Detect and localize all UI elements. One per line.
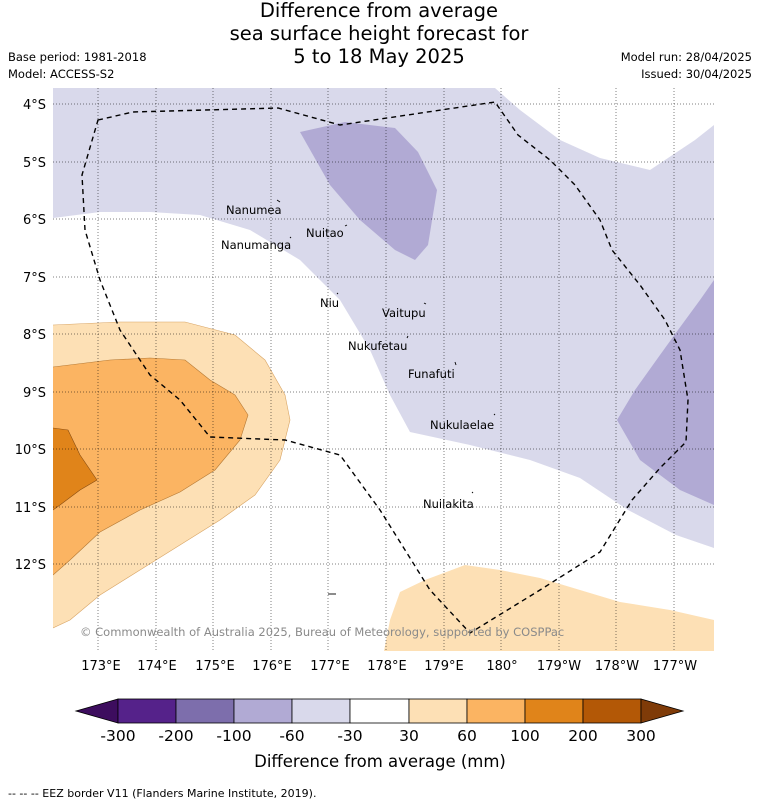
cb-tick-5: 30	[399, 727, 419, 745]
negative-anomaly-blob-north	[300, 122, 437, 260]
colorbar-extend-low	[74, 698, 119, 724]
positive-anomaly-strong-west	[53, 428, 97, 510]
cb-tick-7: 100	[510, 727, 540, 745]
colorbar-bin-4	[291, 698, 351, 724]
lat-label-11s: 11°S	[15, 501, 46, 516]
island-markers	[276, 199, 496, 595]
positive-anomaly-light-south	[384, 565, 714, 651]
lon-label-173e: 173°E	[81, 659, 121, 674]
anomaly-shading	[53, 88, 714, 651]
lon-label-178w: 178°W	[595, 659, 639, 674]
model-name: Model: ACCESS-S2	[8, 67, 115, 81]
cb-tick-6: 60	[457, 727, 477, 745]
lon-label-178e: 178°E	[367, 659, 407, 674]
cb-tick-4: -30	[337, 727, 362, 745]
copyright-notice: © Commonwealth of Australia 2025, Bureau…	[80, 625, 564, 639]
graticule	[53, 88, 714, 651]
title-line-3: 5 to 18 May 2025	[293, 45, 465, 68]
cb-tick-1: -200	[158, 727, 193, 745]
negative-anomaly-light-region	[53, 88, 714, 548]
lon-label-175e: 175°E	[195, 659, 235, 674]
cb-tick-8: 200	[568, 727, 598, 745]
colorbar-bin-6	[408, 698, 468, 724]
colorbar-bin-2	[175, 698, 235, 724]
colorbar-ticks: -300 -200 -100 -60 -30 30 60 100 200 300	[100, 727, 655, 745]
place-nanumanga: Nanumanga	[221, 238, 291, 252]
cb-tick-3: -60	[279, 727, 304, 745]
title-line-2: sea surface height forecast for	[229, 22, 529, 45]
base-period: Base period: 1981-2018	[8, 50, 147, 64]
lat-label-4s: 4°S	[23, 98, 46, 113]
colorbar	[74, 698, 685, 724]
colorbar-bin-8	[524, 698, 584, 724]
lat-label-9s: 9°S	[23, 386, 46, 401]
lat-label-8s: 8°S	[23, 328, 46, 343]
colorbar-bin-5	[349, 698, 410, 724]
lon-label-174e: 174°E	[137, 659, 177, 674]
title-line-1: Difference from average	[259, 0, 499, 22]
cb-tick-0: -300	[100, 727, 135, 745]
lon-label-179w: 179°W	[537, 659, 581, 674]
positive-anomaly-mid-west	[53, 358, 248, 575]
neutral-region-northeast	[495, 88, 714, 170]
place-vaitupu: Vaitupu	[382, 306, 426, 320]
lon-label-180: 180°	[486, 659, 517, 674]
place-names: Nanumea Nuitao Nanumanga Niu Vaitupu Nuk…	[221, 203, 494, 511]
lat-label-10s: 10°S	[15, 443, 46, 458]
lat-label-5s: 5°S	[23, 156, 46, 171]
colorbar-extend-high	[640, 698, 685, 724]
place-nukufetau: Nukufetau	[348, 339, 407, 353]
colorbar-bin-3	[233, 698, 293, 724]
eez-border	[81, 101, 689, 634]
place-nuitao: Nuitao	[306, 226, 344, 240]
colorbar-bin-1	[117, 698, 177, 724]
place-nanumea: Nanumea	[226, 203, 282, 217]
lon-label-177e: 177°E	[310, 659, 350, 674]
colorbar-label: Difference from average (mm)	[254, 752, 506, 771]
eez-footer-note: -- -- -- EEZ border V11 (Flanders Marine…	[8, 787, 316, 800]
longitude-labels: 173°E 174°E 175°E 176°E 177°E 178°E 179°…	[81, 659, 697, 674]
lat-label-7s: 7°S	[23, 271, 46, 286]
cb-tick-2: -100	[216, 727, 251, 745]
issued-date: Issued: 30/04/2025	[641, 67, 752, 81]
lon-label-176e: 176°E	[252, 659, 292, 674]
lon-label-179e: 179°E	[424, 659, 464, 674]
model-run: Model run: 28/04/2025	[620, 50, 752, 64]
lat-label-6s: 6°S	[23, 213, 46, 228]
cb-tick-9: 300	[626, 727, 656, 745]
place-niu: Niu	[320, 296, 339, 310]
place-nukulaelae: Nukulaelae	[430, 418, 494, 432]
colorbar-bin-9	[582, 698, 642, 724]
lon-label-177w: 177°W	[653, 659, 697, 674]
place-funafuti: Funafuti	[408, 367, 455, 381]
lat-label-12s: 12°S	[15, 558, 46, 573]
latitude-labels: 4°S 5°S 6°S 7°S 8°S 9°S 10°S 11°S 12°S	[15, 98, 46, 573]
colorbar-bin-7	[466, 698, 526, 724]
place-nuilakita: Nuilakita	[423, 497, 474, 511]
